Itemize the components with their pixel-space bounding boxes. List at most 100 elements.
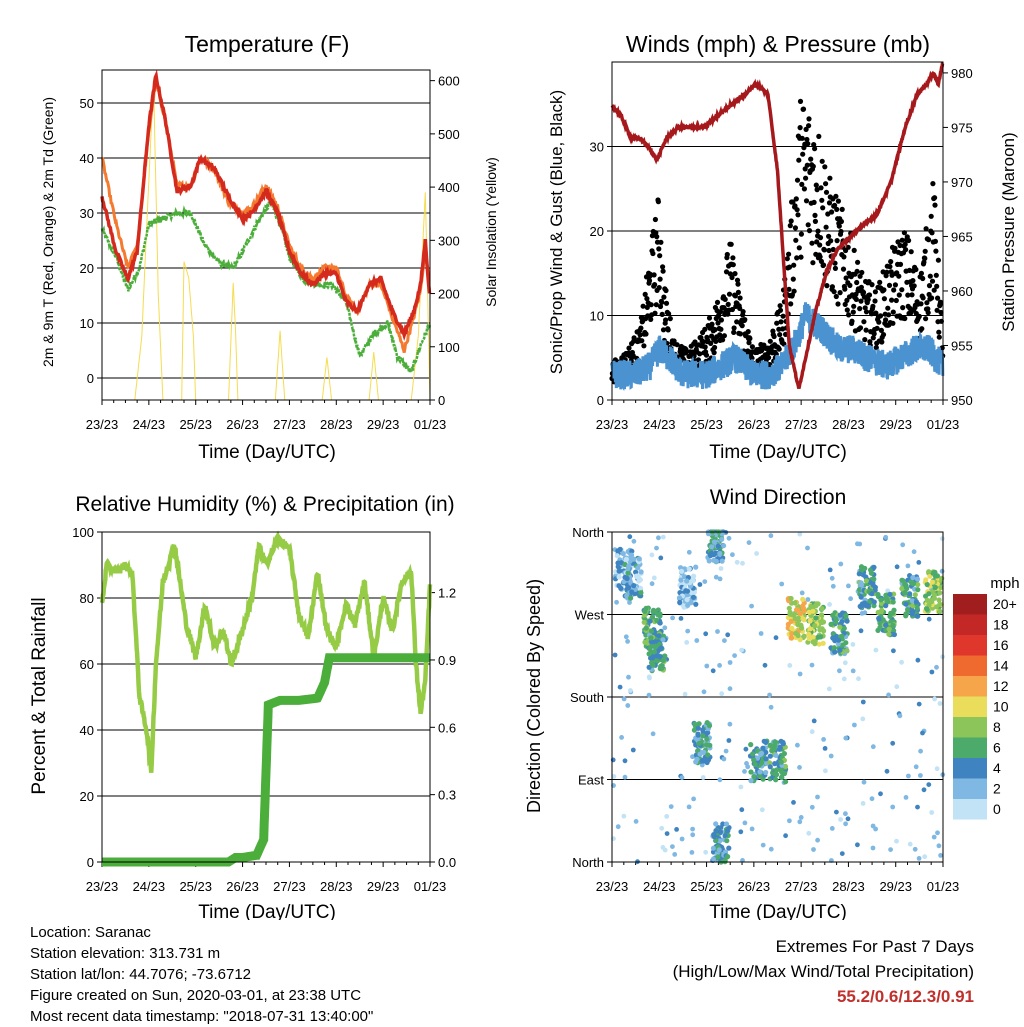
direction-point <box>701 689 707 695</box>
direction-point <box>793 630 799 637</box>
direction-point <box>690 754 695 760</box>
direction-point <box>873 647 879 653</box>
direction-point <box>717 550 723 557</box>
gust-point <box>837 290 843 296</box>
direction-point <box>856 571 862 577</box>
direction-point <box>830 583 836 589</box>
gust-point <box>653 302 659 308</box>
direction-point <box>768 533 774 539</box>
gust-point <box>817 235 824 241</box>
gust-point <box>794 207 800 213</box>
y-tick-label: 0 <box>87 371 94 386</box>
direction-point <box>832 649 838 655</box>
direction-point <box>754 551 759 556</box>
gust-point <box>794 177 801 183</box>
gust-point <box>791 262 797 268</box>
direction-point <box>780 739 786 746</box>
direction-point <box>855 842 860 848</box>
gust-point <box>798 231 805 237</box>
direction-point <box>888 610 894 616</box>
gust-point <box>732 271 738 277</box>
direction-point <box>878 597 884 603</box>
direction-point <box>690 832 696 838</box>
gust-point <box>831 289 837 295</box>
direction-point <box>682 691 688 697</box>
y-tick-label: South <box>570 690 604 705</box>
gust-point <box>644 296 650 302</box>
y-right-tick-label: 965 <box>951 229 973 244</box>
direction-point <box>934 766 940 772</box>
gust-point <box>644 304 650 310</box>
direction-point <box>757 769 763 775</box>
gust-point <box>734 277 741 283</box>
direction-point <box>717 663 722 668</box>
gust-point <box>854 279 860 286</box>
gust-point <box>712 344 718 351</box>
direction-point <box>788 618 794 625</box>
direction-point <box>916 701 922 707</box>
gust-point <box>827 175 833 181</box>
gust-point <box>936 334 942 340</box>
direction-point <box>826 686 832 692</box>
direction-point <box>934 664 939 670</box>
y-right-tick-label: 0 <box>438 393 445 408</box>
winds-title: Winds (mph) & Pressure (mb) <box>626 31 930 57</box>
direction-point <box>696 740 703 746</box>
gust-point <box>820 262 827 268</box>
gust-point <box>708 340 714 346</box>
direction-point <box>894 564 900 570</box>
direction-point <box>822 746 828 751</box>
gust-point <box>786 264 793 270</box>
y-right-tick-label: 970 <box>951 175 973 190</box>
gust-point <box>933 272 939 278</box>
direction-point <box>726 738 732 743</box>
direction-point <box>897 713 903 719</box>
direction-point <box>789 625 795 632</box>
gust-point <box>916 313 922 319</box>
legend-label: 10 <box>993 699 1009 715</box>
meteogram-figure: Temperature (F) Time (Day/UTC) 2m & 9m T… <box>29 31 1020 920</box>
gust-point <box>652 216 659 223</box>
direction-point <box>711 557 717 563</box>
direction-point <box>686 549 692 555</box>
direction-point <box>884 596 890 602</box>
direction-point <box>894 684 900 690</box>
direction-point <box>869 591 875 597</box>
direction-point <box>654 545 659 551</box>
direction-point <box>699 758 706 764</box>
gust-point <box>659 311 665 317</box>
direction-point <box>861 779 867 785</box>
direction-point <box>876 615 882 622</box>
direction-point <box>788 595 794 602</box>
gust-point <box>653 230 659 236</box>
direction-point <box>615 824 621 830</box>
gust-point <box>651 272 657 278</box>
gust-point <box>703 352 710 358</box>
gust-point <box>869 282 875 288</box>
gust-point <box>839 206 845 212</box>
gust-point <box>811 199 817 205</box>
gust-point <box>784 256 790 262</box>
legend-label: 6 <box>993 740 1001 756</box>
gust-point <box>658 239 664 245</box>
gust-point <box>857 325 864 331</box>
gust-point <box>674 342 680 348</box>
direction-point <box>906 773 911 779</box>
direction-point <box>918 748 923 754</box>
direction-point <box>767 692 772 698</box>
gust-point <box>749 344 756 350</box>
x-tick-label: 24/23 <box>643 417 676 432</box>
gust-point <box>833 193 839 199</box>
plot-frame <box>611 531 944 863</box>
direction-point <box>797 765 802 770</box>
y-tick-label: 20 <box>590 224 604 239</box>
x-tick-label: 26/23 <box>226 417 259 432</box>
direction-point <box>739 647 744 653</box>
direction-point <box>704 663 710 669</box>
y-tick-label: West <box>575 608 605 623</box>
extremes-subheading: (High/Low/Max Wind/Total Precipitation) <box>672 962 974 981</box>
direction-point <box>677 599 683 606</box>
x-tick-label: 25/23 <box>179 879 212 894</box>
y-tick-label: 60 <box>80 657 94 672</box>
x-tick-label: 24/23 <box>133 879 166 894</box>
